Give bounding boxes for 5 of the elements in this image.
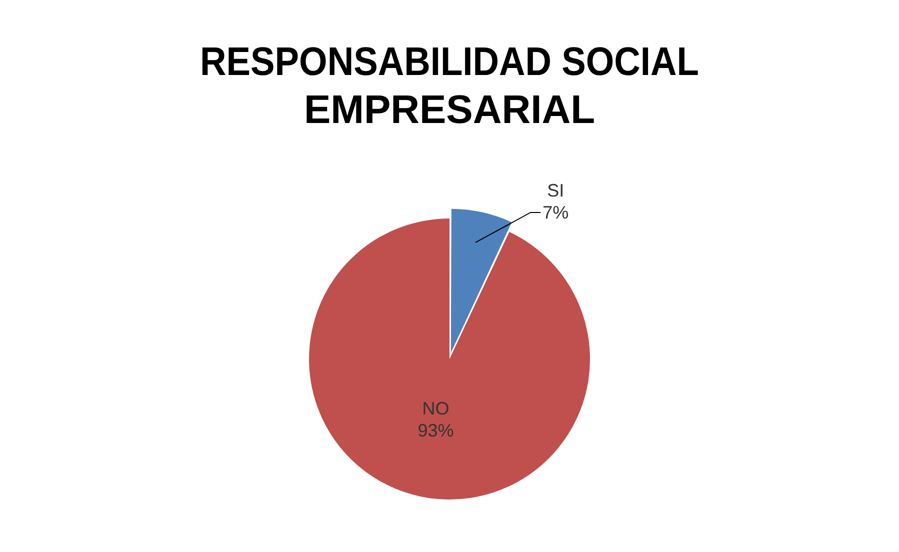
data-label: 7% xyxy=(542,202,569,222)
slice-label: SI xyxy=(547,180,564,200)
chart-title: RESPONSABILIDAD SOCIAL EMPRESARIAL xyxy=(200,39,699,132)
data-label: 93% xyxy=(418,420,454,441)
slice-label: NO xyxy=(422,398,450,419)
